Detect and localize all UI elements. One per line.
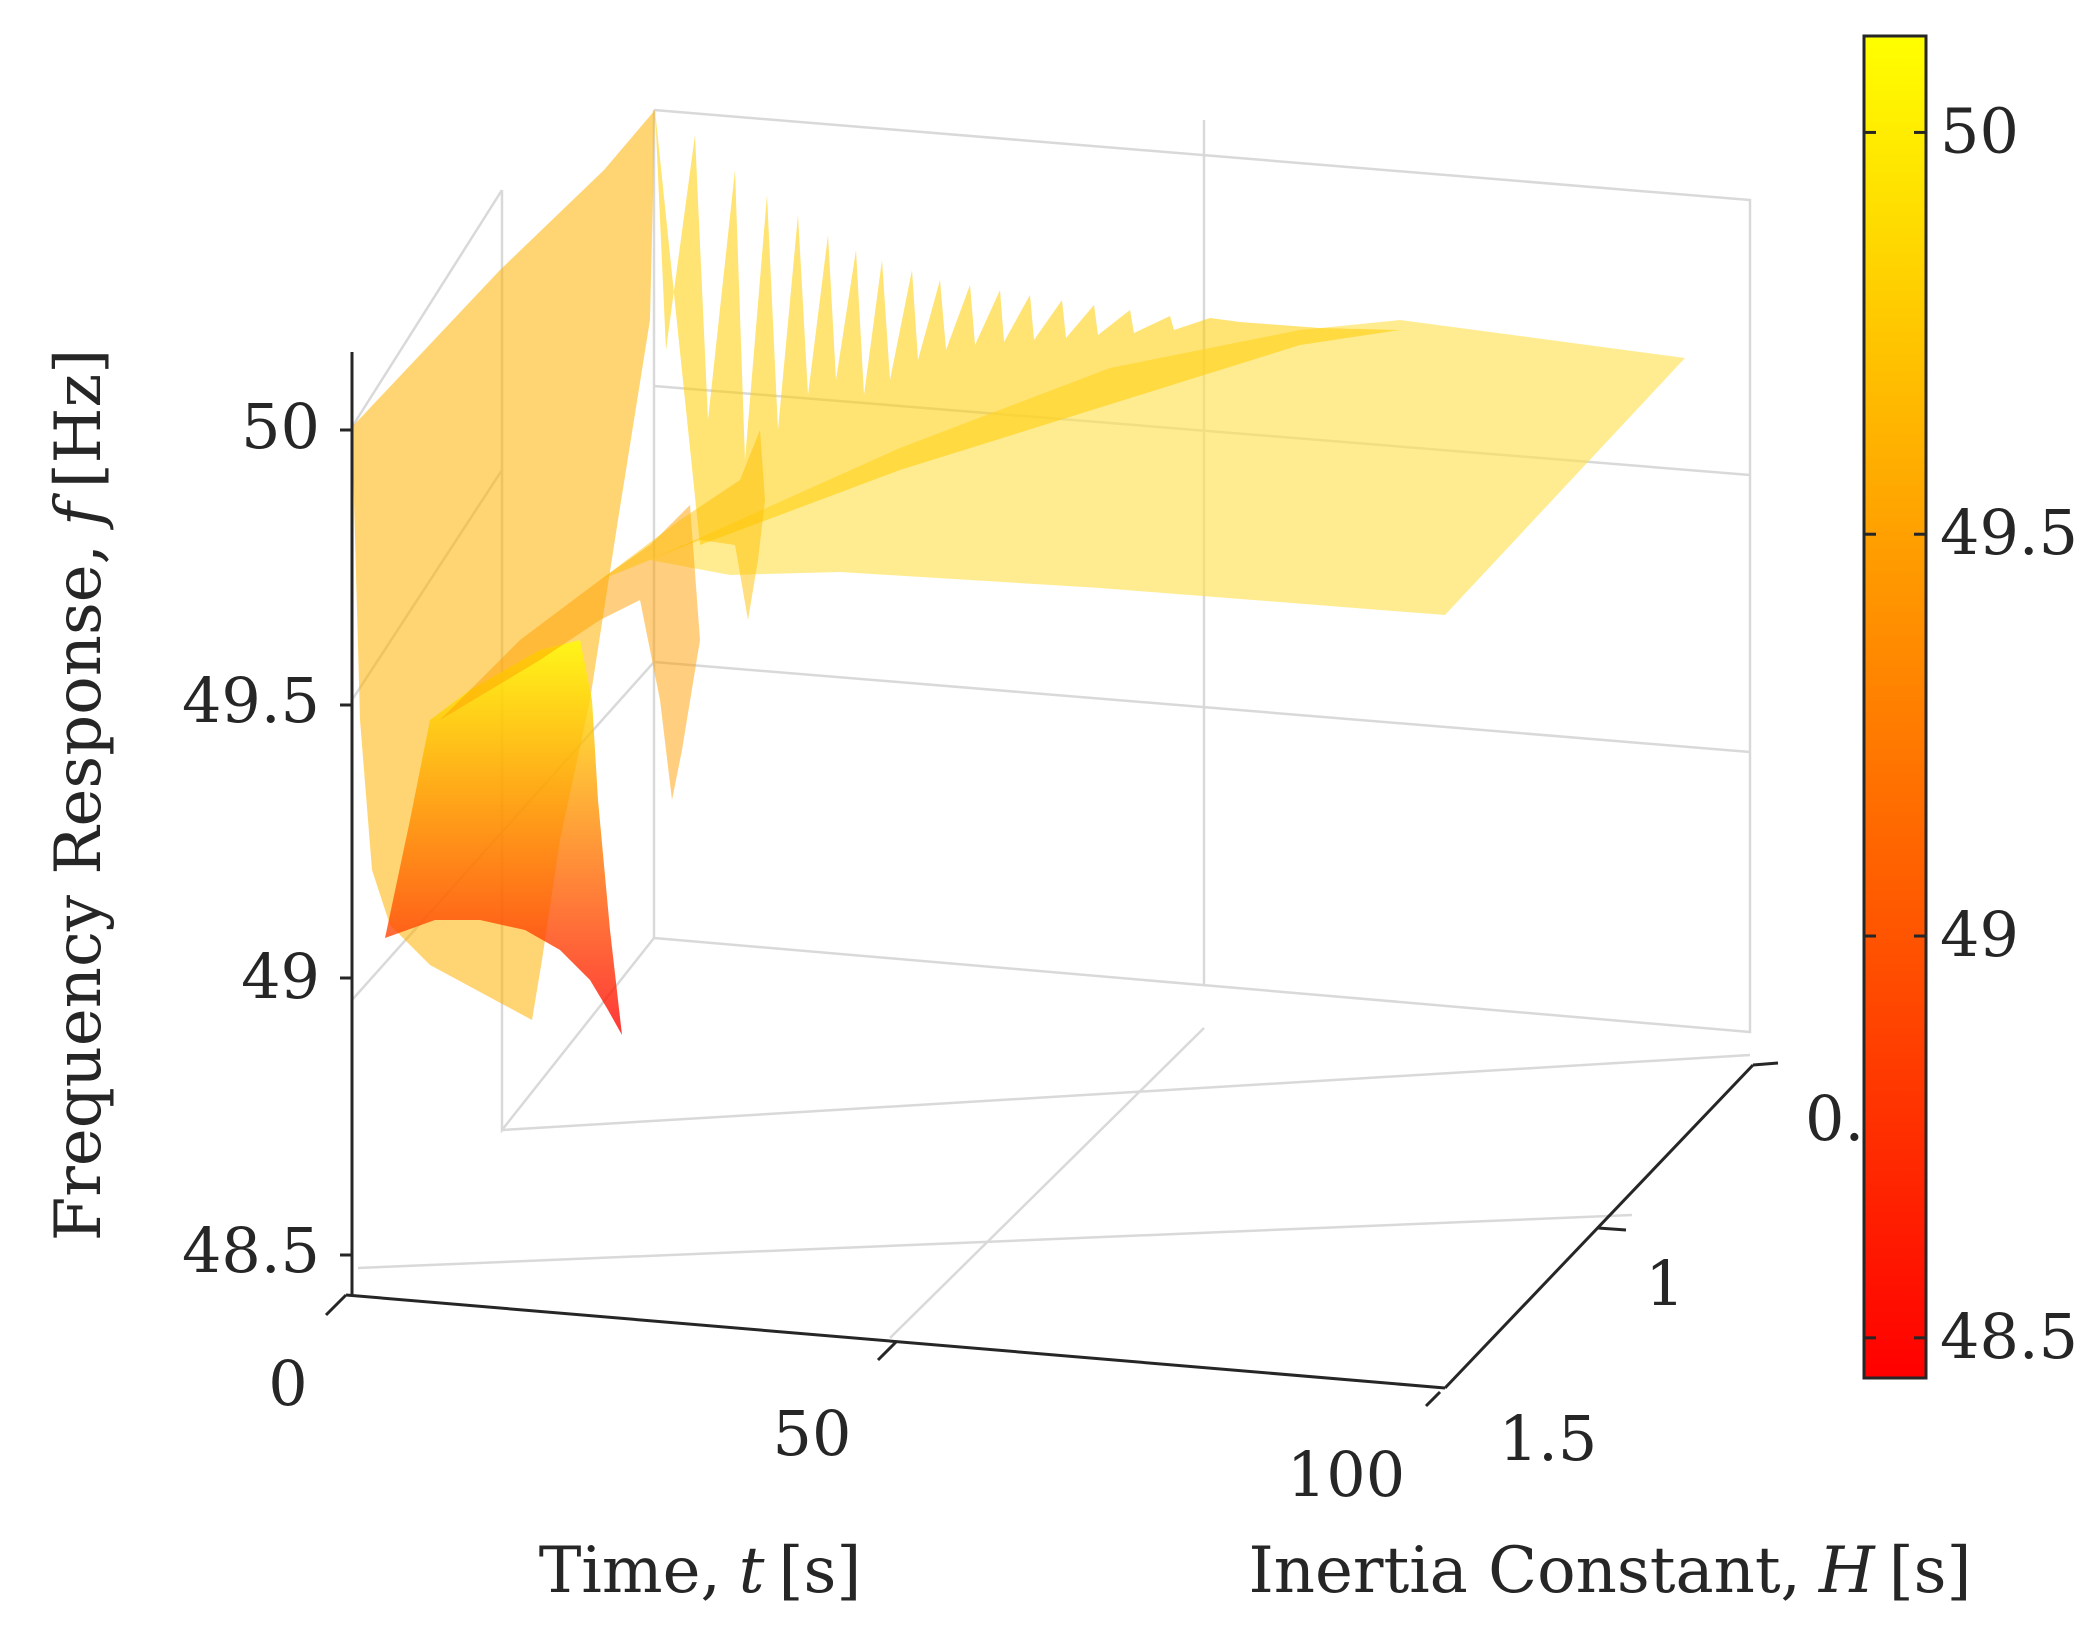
y-tick-labels: 0. 1 1.5	[1499, 1082, 1864, 1475]
x-tick-label-100: 100	[1287, 1438, 1405, 1511]
axes	[324, 352, 1779, 1408]
y-tick-mark-1	[1597, 1226, 1627, 1232]
z-tick-label-49-5: 49.5	[182, 664, 320, 737]
y-axis-line	[1443, 1063, 1755, 1390]
back-wall	[653, 108, 1752, 1034]
colorbar-tick-label-0: 48.5	[1940, 1300, 2078, 1373]
x-axis-label: Time, t [s]	[539, 1534, 862, 1608]
y-tick-mark-2	[1424, 1390, 1442, 1408]
colorbar-tick-label-3: 50	[1940, 94, 2019, 167]
colorbar-tick-label-1: 49	[1940, 898, 2019, 971]
x-tick-label-50: 50	[773, 1397, 852, 1470]
x-tick-mark-50	[876, 1340, 898, 1362]
x-tick-labels: 0 50 100	[268, 1347, 1405, 1511]
colorbar-ticks: 48.5 49 49.5 50	[1864, 94, 2078, 1373]
floor-edge-back	[501, 1053, 1751, 1132]
frequency-surface	[352, 110, 1685, 1035]
colorbar-gradient	[1862, 34, 1928, 1380]
y-tick-label-1: 1	[1645, 1247, 1684, 1320]
z-tick-label-50: 50	[241, 390, 320, 463]
grid-z-back-2	[653, 660, 1751, 754]
floor-h-1	[357, 1213, 1633, 1270]
surface-tertiary-dip	[600, 430, 765, 620]
z-axis-label: Frequency Response,f[Hz]	[42, 349, 116, 1241]
x-tick-mark-0	[324, 1293, 348, 1317]
z-tick-label-48-5: 48.5	[182, 1214, 320, 1287]
x-tick-label-0: 0	[268, 1347, 307, 1420]
surface-secondary-dip	[440, 505, 700, 800]
surface-nadir-sheet	[385, 640, 622, 1035]
y-tick-label-0-5: 0.	[1805, 1082, 1864, 1155]
grid-z-left-1	[350, 189, 504, 428]
y-axis-end-tick	[1752, 1061, 1779, 1067]
floor-t-50	[889, 1027, 1205, 1339]
colorbar: 48.5 49 49.5 50	[1862, 34, 2078, 1380]
z-tick-labels: 50 49.5 49 48.5	[182, 390, 320, 1287]
surface-plateau	[650, 320, 1685, 615]
colorbar-tick-label-2: 49.5	[1940, 496, 2078, 569]
y-tick-label-1-5: 1.5	[1499, 1402, 1598, 1475]
y-axis-label: Inertia Constant, H [s]	[1249, 1534, 1972, 1608]
surface-oscillations	[655, 110, 1400, 545]
z-tick-label-49: 49	[241, 940, 320, 1013]
